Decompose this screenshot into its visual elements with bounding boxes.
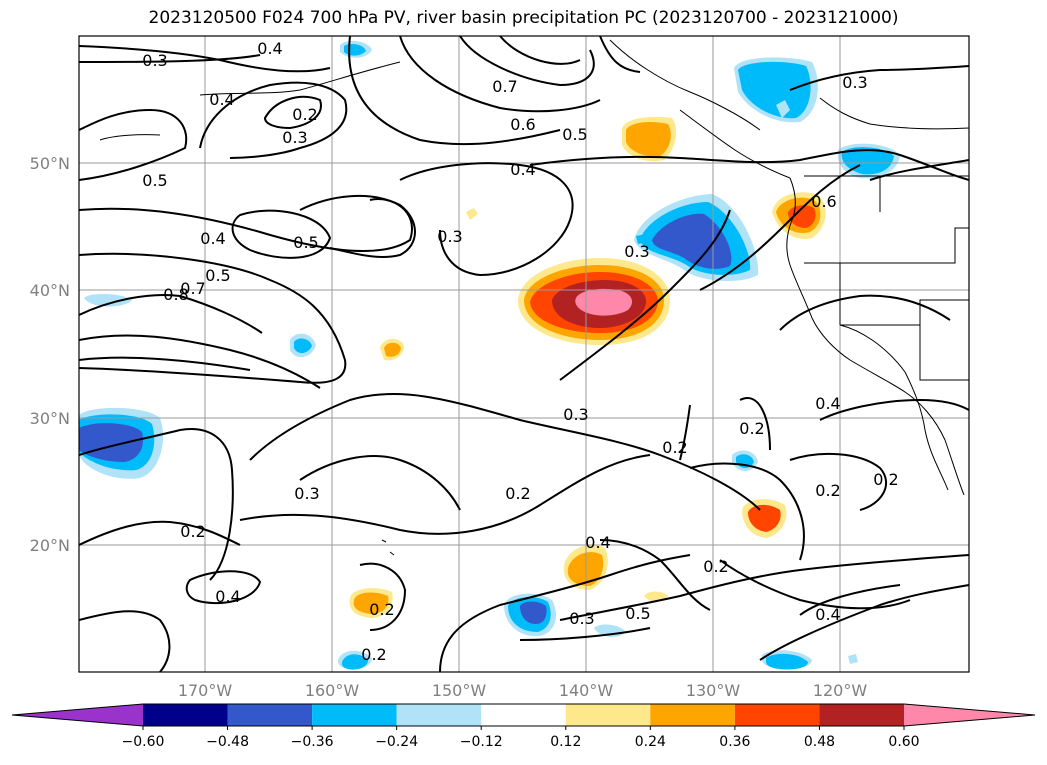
- colorbar-tick-label: −0.12: [460, 734, 503, 750]
- contour-label: 0.2: [703, 557, 728, 576]
- colorbar: −0.60 −0.48 −0.36 −0.24 −0.12 0.12 0.24 0.36 0.4…: [11, 703, 1036, 750]
- colorbar-tick-label: −0.36: [291, 734, 334, 750]
- contour-label: 0.4: [215, 587, 240, 606]
- contour-label: 0.4: [815, 394, 840, 413]
- contour-label: 0.5: [625, 604, 650, 623]
- colorbar-segment: [396, 704, 482, 726]
- contour-label: 0.2: [873, 470, 898, 489]
- colorbar-segment: [143, 704, 228, 726]
- map-title: 2023120500 F024 700 hPa PV, river basin …: [148, 8, 899, 28]
- contour-label: 0.3: [842, 73, 867, 92]
- contour-label: 0.4: [209, 90, 234, 109]
- map-plot-area: 0.3 0.4 0.4 0.2 0.3 0.7 0.6 0.5 0.4 0.3 …: [79, 36, 969, 672]
- precip-blob-neg: [848, 654, 858, 664]
- contour-label: 0.3: [294, 484, 319, 503]
- precip-blob-pos: [748, 504, 781, 532]
- colorbar-segment: [565, 704, 651, 726]
- contour-label: 0.5: [293, 233, 318, 252]
- contour-label: 0.4: [585, 533, 610, 552]
- colorbar-segment: [12, 704, 143, 726]
- contour-label: 0.2: [369, 600, 394, 619]
- contour-label: 0.4: [257, 39, 282, 58]
- coastlines: [99, 39, 969, 556]
- contour-label: 0.3: [624, 242, 649, 261]
- pv-contours: [79, 36, 969, 672]
- precip-blob-neg: [738, 61, 811, 119]
- contour-label: 0.5: [142, 171, 167, 190]
- contour-label: 0.2: [505, 484, 530, 503]
- contour-label: 0.3: [437, 227, 462, 246]
- precip-blob-neg: [652, 213, 732, 269]
- lat-label: 30°N: [30, 409, 70, 428]
- contour-label: 0.6: [510, 115, 535, 134]
- contour-label: 0.4: [510, 160, 535, 179]
- contour-label: 0.3: [282, 128, 307, 147]
- precip-shading: [79, 40, 900, 670]
- lon-label: 150°W: [432, 681, 487, 700]
- contour-label: 0.5: [562, 125, 587, 144]
- precip-blob-pos: [466, 208, 478, 220]
- contour-label: 0.4: [200, 229, 225, 248]
- contour-label: 0.3: [569, 609, 594, 628]
- colorbar-segment: [904, 704, 1035, 726]
- colorbar-segment: [481, 704, 566, 726]
- contour-label: 0.2: [361, 645, 386, 664]
- precip-blob-pos: [575, 288, 633, 316]
- colorbar-segment: [312, 704, 397, 726]
- map-frame: [78, 35, 970, 673]
- lon-label: 120°W: [813, 681, 868, 700]
- lat-label: 40°N: [30, 281, 70, 300]
- lat-label: 20°N: [30, 536, 70, 555]
- colorbar-tick-label: −0.24: [375, 734, 418, 750]
- colorbar-segment: [650, 704, 735, 726]
- precip-blob-neg: [84, 294, 132, 307]
- precip-blob-pos: [384, 342, 401, 357]
- colorbar-tick-label: 0.12: [550, 734, 581, 750]
- precip-blob-neg: [79, 423, 144, 462]
- colorbar-segment: [819, 704, 904, 726]
- contour-label: 0.7: [492, 77, 517, 96]
- precip-blob-pos: [353, 592, 389, 614]
- contour-label: 0.4: [815, 605, 840, 624]
- contour-label: 0.8: [163, 285, 188, 304]
- contour-label: 0.3: [563, 405, 588, 424]
- precip-blob-neg: [766, 653, 808, 670]
- contour-label: 0.5: [205, 266, 230, 285]
- contour-label: 0.6: [811, 192, 836, 211]
- contour-label: 0.2: [180, 522, 205, 541]
- colorbar-tick-label: 0.48: [804, 734, 835, 750]
- colorbar-tick-label: 0.36: [719, 734, 750, 750]
- contour-label: 0.2: [739, 419, 764, 438]
- lon-label: 170°W: [178, 681, 233, 700]
- colorbar-tick-label: −0.60: [122, 734, 165, 750]
- contour-label: 0.7: [180, 279, 205, 298]
- lon-label: 140°W: [559, 681, 614, 700]
- colorbar-segment: [227, 704, 313, 726]
- longitude-labels: 170°W 160°W 150°W 140°W 130°W 120°W: [178, 681, 868, 700]
- latitude-labels: 50°N 40°N 30°N 20°N: [30, 154, 70, 555]
- colorbar-segment: [734, 704, 820, 726]
- precip-blob-pos: [626, 122, 671, 157]
- contour-label: 0.3: [142, 51, 167, 70]
- precip-blob-neg: [776, 100, 790, 118]
- lon-label: 160°W: [305, 681, 360, 700]
- contour-labels: 0.3 0.4 0.4 0.2 0.3 0.7 0.6 0.5 0.4 0.3 …: [142, 39, 898, 664]
- colorbar-tick-label: −0.48: [206, 734, 249, 750]
- colorbar-tick-label: 0.60: [888, 734, 919, 750]
- precip-blob-pos: [567, 552, 604, 586]
- precip-blob-neg: [294, 338, 312, 354]
- precip-blob-neg: [636, 234, 648, 244]
- lon-label: 130°W: [686, 681, 741, 700]
- lat-label: 50°N: [30, 154, 70, 173]
- colorbar-tick-label: 0.24: [635, 734, 666, 750]
- contour-label: 0.2: [815, 481, 840, 500]
- contour-label: 0.2: [292, 105, 317, 124]
- precip-blob-neg: [520, 601, 547, 624]
- precip-blob-neg: [342, 654, 368, 670]
- contour-label: 0.2: [662, 438, 687, 457]
